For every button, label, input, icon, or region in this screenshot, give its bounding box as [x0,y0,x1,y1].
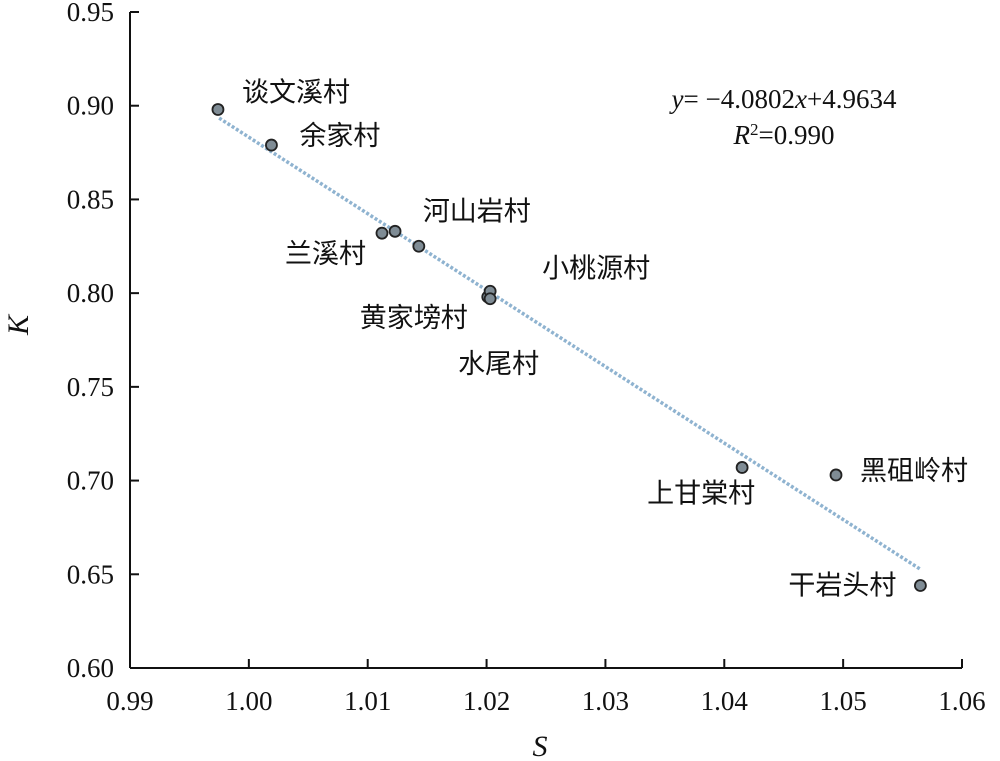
r-squared: R2=0.990 [733,120,835,151]
r-var: R [733,120,751,150]
trendline [218,116,922,571]
data-point [375,226,389,240]
data-point [412,239,426,253]
axes [129,11,963,669]
y-tick-label: 0.80 [67,278,114,308]
eq-mid: = −4.0802 [684,84,795,114]
x-tick-label: 0.99 [106,686,153,716]
data-point [914,579,927,592]
point-label: 上甘棠村 [647,478,755,509]
point-label: 黄家塝村 [360,303,468,334]
x-tick-label: 1.01 [344,686,391,716]
trendline-group [218,116,922,571]
x-tick-label: 1.02 [463,686,510,716]
data-point [483,292,497,306]
x-tick-label: 1.05 [820,686,867,716]
y-tick-label: 0.95 [67,0,114,27]
point-label: 黑砠岭村 [860,456,968,487]
x-tick-label: 1.00 [225,686,272,716]
data-point [211,103,225,116]
data-point [829,468,843,482]
x-tick-label: 1.03 [582,686,629,716]
point-label: 余家村 [299,121,380,152]
y-tick-label: 0.75 [67,372,114,402]
y-tick-label: 0.85 [67,184,114,214]
x-tick-label: 1.06 [938,686,985,716]
r-sup: 2 [750,120,759,139]
y-tick-label: 0.70 [67,466,114,496]
x-axis-title: S [533,730,548,761]
eq-x-var: x [794,84,807,114]
eq-y-var: y [669,84,684,114]
point-label: 谈文溪村 [242,77,350,108]
x-tick-label: 1.04 [701,686,749,716]
r-tail: =0.990 [759,120,835,150]
regression-equation: y= −4.0802x+4.9634 [669,84,897,114]
data-points [211,103,927,592]
eq-tail: +4.9634 [807,84,897,114]
y-tick-label: 0.60 [67,653,114,683]
tick-labels: 0.60 0.65 0.70 0.75 0.80 0.85 0.90 0.95 0.99 1.00… [67,0,986,716]
point-label: 兰溪村 [285,239,366,270]
y-tick-label: 0.90 [67,91,114,121]
point-label: 小桃源村 [542,253,650,284]
y-tick-label: 0.65 [67,559,114,589]
point-label: 水尾村 [458,349,539,380]
data-point [265,138,278,152]
y-axis-title: K [2,313,35,336]
point-label: 干岩头村 [788,571,896,602]
point-label: 河山岩村 [423,196,531,227]
data-point [735,461,749,474]
data-point [388,224,402,238]
